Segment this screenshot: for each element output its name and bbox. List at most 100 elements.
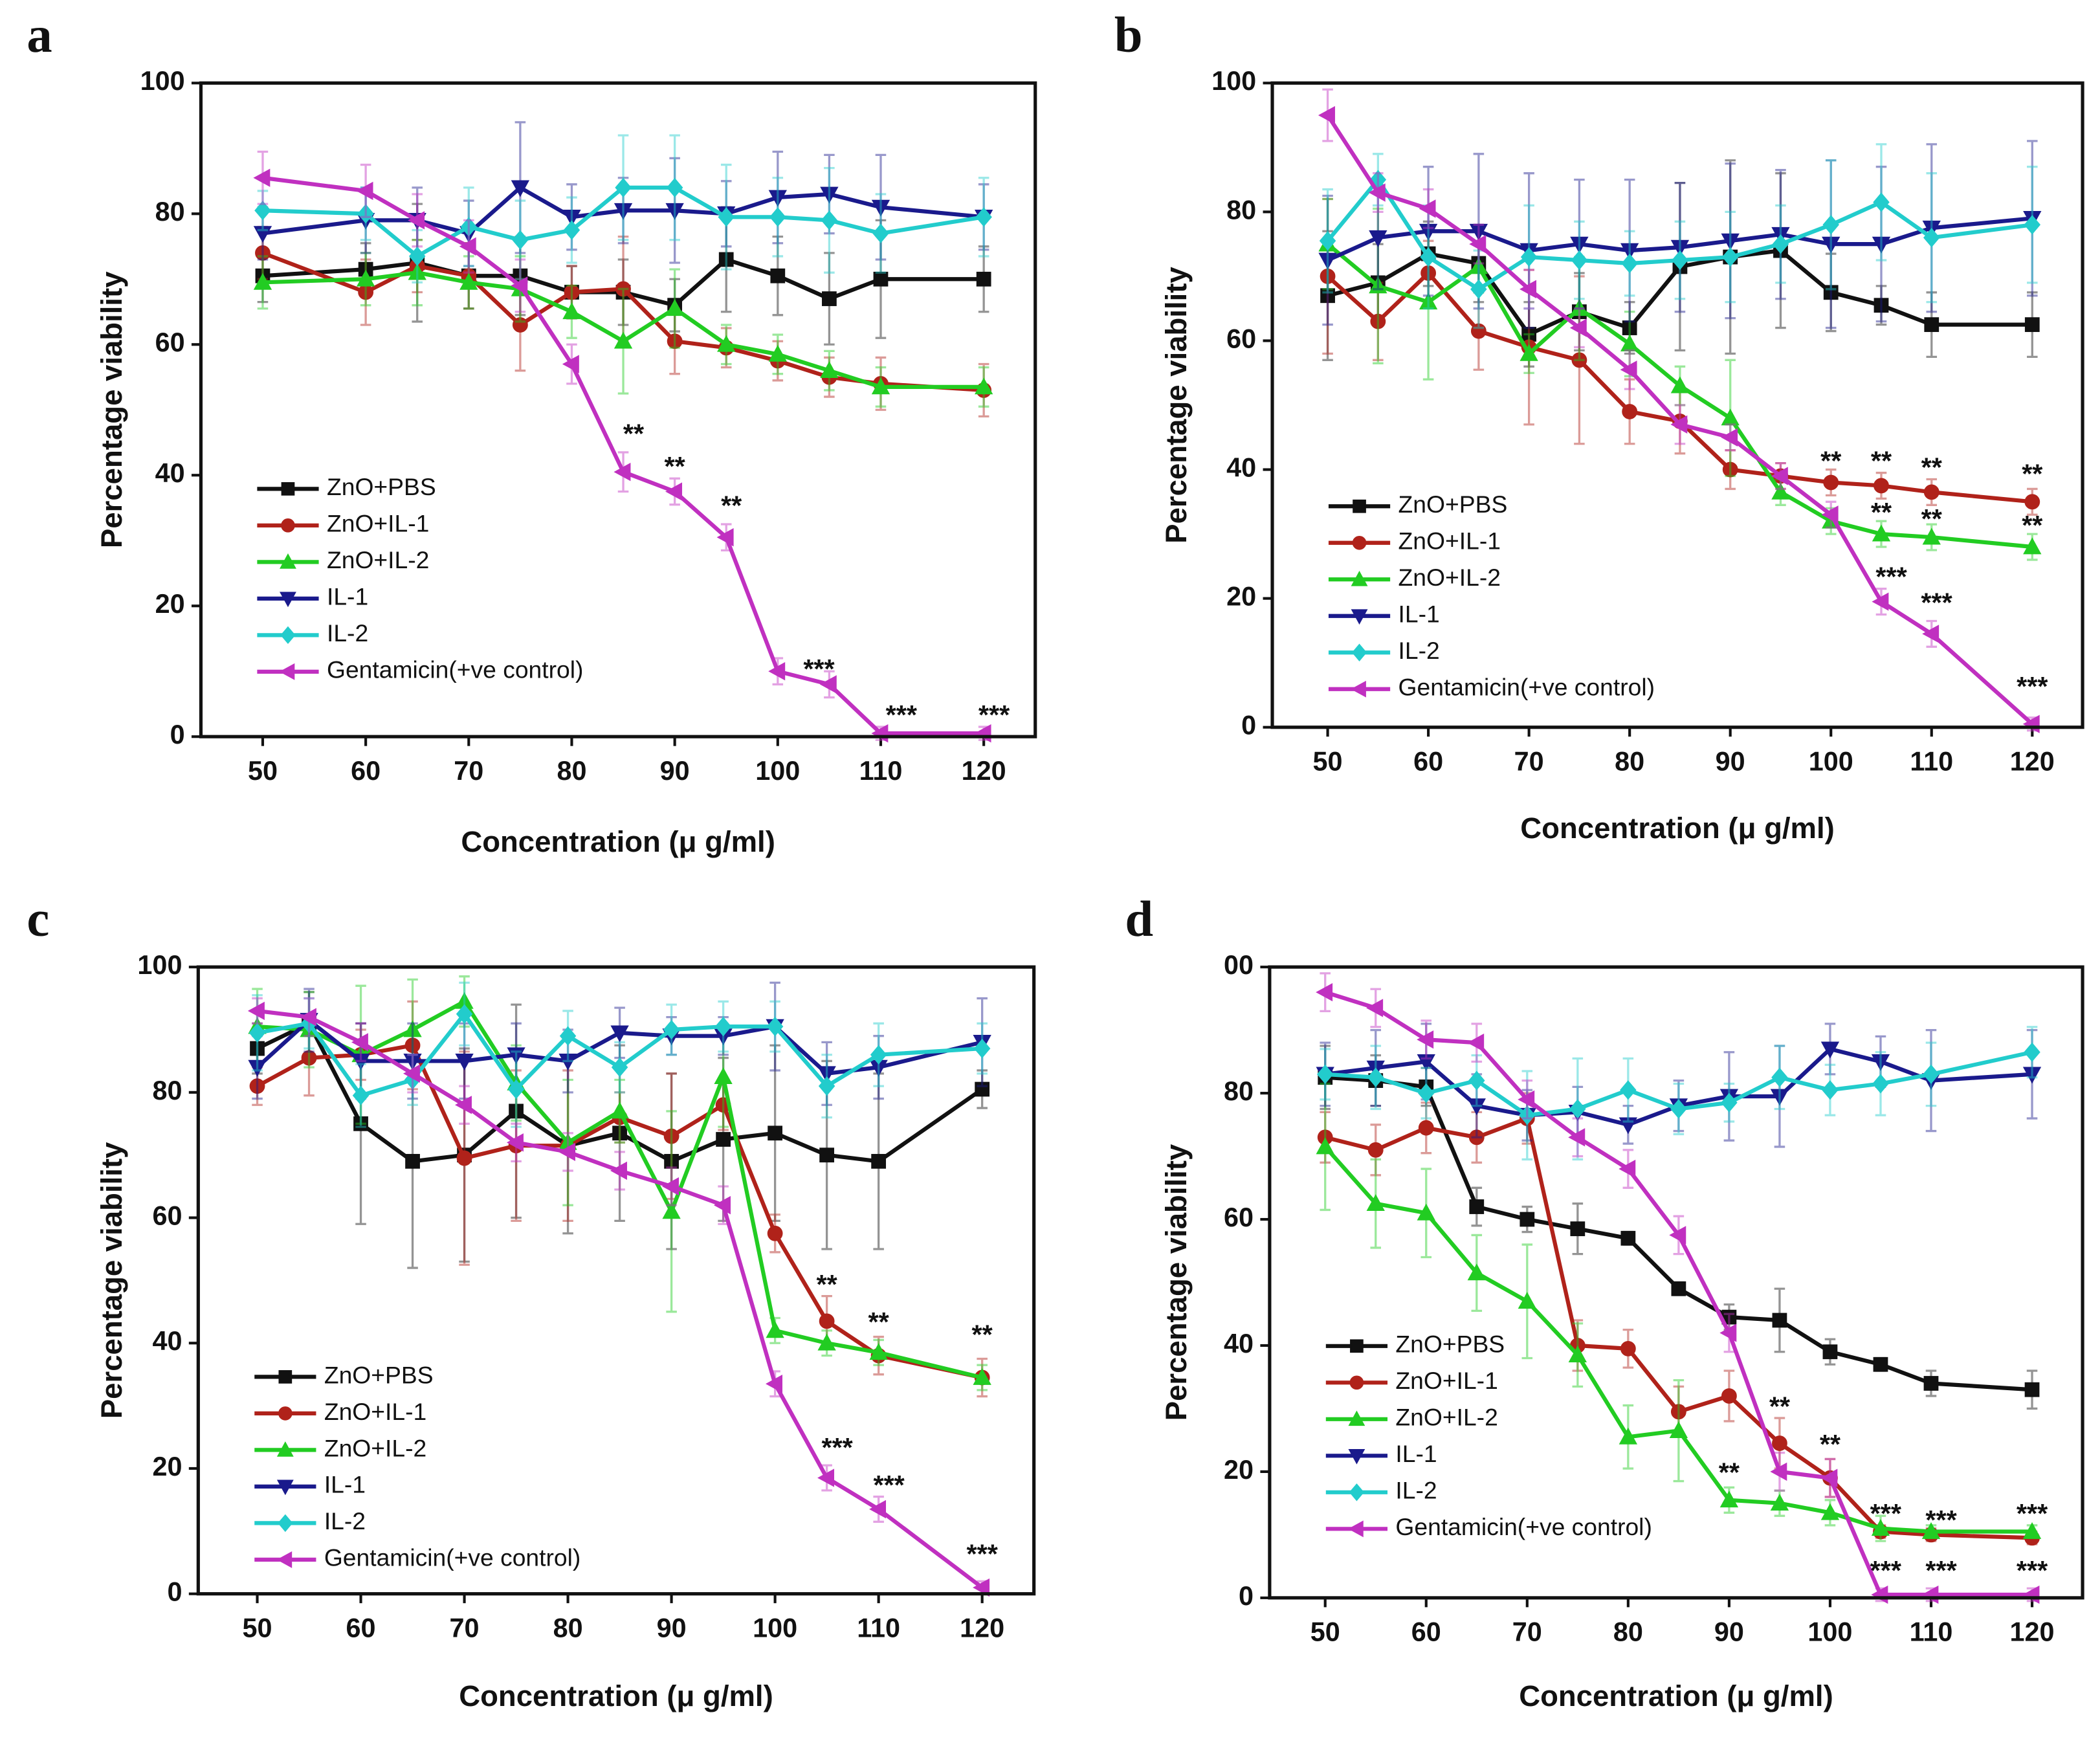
marker bbox=[1921, 1522, 1941, 1539]
marker bbox=[821, 210, 838, 230]
marker bbox=[459, 237, 476, 256]
marker bbox=[662, 1202, 681, 1219]
marker bbox=[454, 1096, 472, 1114]
marker bbox=[1872, 592, 1889, 611]
marker bbox=[820, 361, 839, 379]
x-tick-label: 110 bbox=[857, 1613, 900, 1643]
y-tick-label: 20 bbox=[155, 589, 185, 619]
marker bbox=[1620, 1340, 1636, 1357]
x-axis-label: Concentration (μ g/ml) bbox=[1519, 1679, 1833, 1712]
marker bbox=[1871, 1054, 1890, 1071]
legend-marker bbox=[1349, 1483, 1365, 1501]
panel: d 0 20 40 60 80 00 50 60 70 80 90 100 110 120 Concentra… bbox=[1125, 891, 2084, 1712]
legend-label: ZnO+IL-2 bbox=[324, 1434, 426, 1461]
marker bbox=[714, 1067, 733, 1085]
marker bbox=[1871, 1519, 1890, 1536]
marker bbox=[766, 1017, 784, 1037]
legend-label: ZnO+IL-1 bbox=[1395, 1367, 1498, 1394]
marker bbox=[357, 204, 374, 224]
marker bbox=[817, 1468, 835, 1487]
y-tick-label: 60 bbox=[1224, 1202, 1254, 1232]
x-tick-label: 80 bbox=[553, 1613, 583, 1643]
marker bbox=[1772, 1313, 1787, 1328]
y-tick-label: 80 bbox=[155, 197, 185, 227]
marker bbox=[1923, 228, 1940, 248]
x-tick-label: 110 bbox=[859, 756, 903, 786]
marker bbox=[356, 181, 373, 201]
marker bbox=[1568, 1346, 1587, 1362]
marker bbox=[973, 1039, 991, 1059]
x-tick-label: 70 bbox=[1512, 1617, 1542, 1647]
marker bbox=[1419, 293, 1438, 310]
marker bbox=[1669, 1421, 1688, 1438]
marker bbox=[1771, 482, 1790, 500]
marker bbox=[299, 1008, 316, 1026]
x-tick-label: 120 bbox=[2010, 747, 2055, 777]
y-tick-label: 40 bbox=[1224, 1329, 1254, 1358]
legend-label: IL-2 bbox=[327, 619, 368, 647]
legend-label: Gentamicin(+ve control) bbox=[1398, 674, 1655, 701]
series-line bbox=[1325, 114, 2034, 726]
marker bbox=[405, 1154, 420, 1169]
y-tick-label: 80 bbox=[1224, 1076, 1254, 1106]
marker bbox=[976, 271, 991, 287]
marker bbox=[818, 1076, 835, 1096]
marker bbox=[975, 207, 992, 227]
marker bbox=[1571, 352, 1587, 368]
marker bbox=[613, 463, 631, 482]
marker bbox=[1719, 1324, 1737, 1342]
annotation: *** bbox=[821, 1433, 853, 1463]
marker bbox=[1873, 1357, 1888, 1372]
marker bbox=[356, 269, 375, 287]
marker bbox=[1872, 236, 1891, 254]
marker bbox=[1417, 1030, 1434, 1049]
legend-marker bbox=[1351, 570, 1368, 586]
marker bbox=[1620, 334, 1639, 351]
legend-marker bbox=[280, 553, 296, 569]
annotation: ** bbox=[2022, 511, 2043, 540]
x-tick-label: 90 bbox=[660, 756, 690, 786]
y-tick-label: 0 bbox=[170, 720, 185, 749]
marker bbox=[562, 355, 579, 373]
annotation: ** bbox=[665, 452, 686, 482]
y-tick-label: 100 bbox=[1211, 66, 1256, 96]
series-line bbox=[257, 1008, 984, 1589]
series-line bbox=[256, 1043, 983, 1380]
x-tick-label: 100 bbox=[755, 756, 800, 786]
panel-label: a bbox=[27, 7, 52, 63]
marker bbox=[1420, 247, 1437, 267]
marker bbox=[766, 1375, 783, 1393]
x-axis-label: Concentration (μ g/ml) bbox=[1520, 812, 1835, 845]
marker bbox=[1721, 1092, 1738, 1113]
x-tick-label: 80 bbox=[557, 756, 586, 786]
legend-label: IL-1 bbox=[1395, 1440, 1437, 1467]
annotation: ** bbox=[972, 1320, 993, 1350]
annotation: ** bbox=[1820, 1430, 1841, 1459]
marker bbox=[667, 333, 683, 349]
panel: c 0 20 40 60 80 100 50 60 70 80 90 100 110 120 Concentr… bbox=[27, 891, 1036, 1712]
x-tick-label: 70 bbox=[454, 756, 483, 786]
marker bbox=[872, 223, 889, 243]
legend-marker bbox=[278, 1406, 293, 1421]
series-line bbox=[1323, 1145, 2033, 1534]
marker bbox=[1923, 1064, 1940, 1084]
marker bbox=[512, 230, 529, 250]
marker bbox=[717, 335, 736, 352]
marker bbox=[873, 271, 889, 287]
marker bbox=[2024, 215, 2041, 235]
marker bbox=[1469, 223, 1488, 241]
legend-marker bbox=[280, 626, 296, 645]
marker bbox=[615, 177, 632, 197]
marker bbox=[1620, 243, 1639, 260]
y-tick-label: 00 bbox=[1224, 950, 1254, 980]
marker bbox=[1672, 250, 1688, 271]
marker bbox=[1419, 223, 1438, 241]
legend-marker bbox=[276, 1441, 294, 1457]
marker bbox=[1923, 1376, 1939, 1391]
marker bbox=[1822, 215, 1839, 235]
marker bbox=[610, 1161, 627, 1180]
marker bbox=[1669, 1226, 1686, 1245]
marker bbox=[820, 186, 839, 204]
marker bbox=[301, 1050, 317, 1066]
annotation: *** bbox=[2017, 1556, 2048, 1586]
